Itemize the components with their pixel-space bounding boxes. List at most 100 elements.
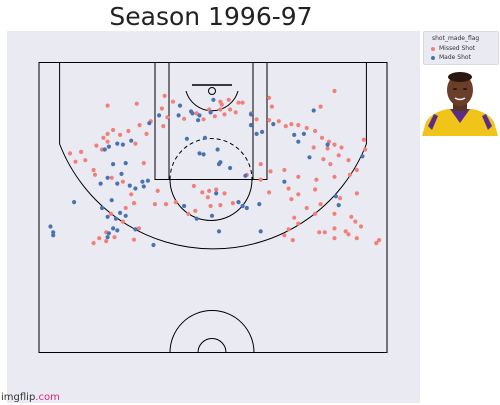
missed-shot-point [353,219,358,224]
missed-shot-point [137,123,142,128]
made-shot-point [129,138,134,143]
missed-shot-point [354,236,359,241]
missed-shot-point [105,131,110,136]
made-shot-point [202,135,208,140]
missed-shot-point [73,159,78,164]
three-point-arc [59,143,367,250]
missed-shot-point [313,128,318,134]
missed-shot-point [118,132,123,137]
missed-shot-point [296,192,301,197]
missed-shot-point [219,102,224,107]
made-shot-point [360,154,365,159]
missed-shot-point [332,226,337,231]
missed-shot-point [105,139,110,144]
missed-shot-point [292,215,297,220]
free-throw-circle-dashed [169,138,253,180]
missed-shot-point [269,104,274,109]
missed-shot-point [296,221,301,226]
made-shot-point [119,171,124,176]
missed-shot-point [161,124,166,129]
missed-shot-point [230,201,235,206]
paint-inner [168,62,254,180]
made-shot-point [228,165,233,171]
made-shot-point [236,200,241,205]
made-shot-point [118,210,123,215]
missed-shot-point [346,158,351,163]
center-circle-inner [197,338,227,353]
missed-shot-point [226,97,231,102]
missed-shot-point [159,106,164,111]
missed-shot-point [276,119,281,124]
made-shot-point [176,113,181,118]
made-shot-point [333,194,338,199]
missed-shot-point [133,141,138,146]
missed-shot-point [313,187,318,192]
legend-marker-missed [431,46,435,51]
made-shot-point [258,229,263,234]
made-shot-point [99,205,105,211]
missed-shot-point [374,241,379,246]
missed-shot-point [162,93,167,98]
made-shot-point [72,200,77,205]
made-shot-point [51,233,56,238]
made-shot-point [307,155,312,160]
missed-shot-point [236,100,241,105]
made-shot-point [248,112,254,117]
made-shot-point [133,186,138,191]
made-shot-point [147,121,152,126]
made-shot-point [216,229,222,234]
missed-shot-point [120,219,125,224]
missed-shot-point [200,190,205,195]
missed-shot-point [267,95,272,100]
missed-shot-point [339,145,344,150]
made-shot-point [51,230,56,235]
missed-shot-point [318,104,323,109]
missed-shot-point [321,157,326,162]
made-shot-point [240,203,245,209]
made-shot-point [133,227,138,232]
made-shot-point [243,173,248,178]
missed-shot-point [126,128,131,134]
made-shot-point [98,181,103,186]
made-shot-point [115,181,120,186]
missed-shot-point [319,135,325,140]
made-shot-point [141,184,146,189]
missed-shot-point [258,162,263,167]
missed-shot-point [328,162,333,167]
missed-shot-point [201,117,206,122]
missed-shot-point [109,175,114,180]
missed-shot-point [296,123,301,128]
missed-shot-point [318,202,323,207]
missed-shot-point [354,167,359,173]
missed-shot-point [134,101,139,106]
missed-shot-point [91,167,96,173]
legend: shot_made_flag Missed Shot Made Shot [423,31,499,65]
missed-shot-point [163,202,169,207]
missed-shot-point [94,143,99,148]
made-shot-point [325,142,330,147]
watermark: imgflip.com [1,392,60,403]
made-shot-point [209,213,215,218]
missed-shot-point [358,224,364,229]
missed-shot-point [346,232,351,237]
restricted-area [185,90,239,112]
missed-shot-point [112,235,117,240]
missed-shot-point [354,191,359,196]
missed-shot-point [267,190,272,195]
made-shot-point [140,179,145,184]
missed-shot-point [165,115,170,120]
made-shot-point [254,131,259,136]
missed-shot-point [170,99,176,104]
player-photo-icon [420,68,500,136]
made-shot-point [257,202,262,207]
missed-shot-point [228,107,233,112]
missed-shot-point [349,214,354,219]
missed-shot-point [123,205,128,211]
missed-shot-point [363,147,368,152]
made-shot-point [260,129,265,134]
missed-shot-point [377,238,382,243]
made-shot-point [123,161,128,166]
free-throw-circle-solid [169,179,253,221]
missed-shot-point [343,229,348,234]
